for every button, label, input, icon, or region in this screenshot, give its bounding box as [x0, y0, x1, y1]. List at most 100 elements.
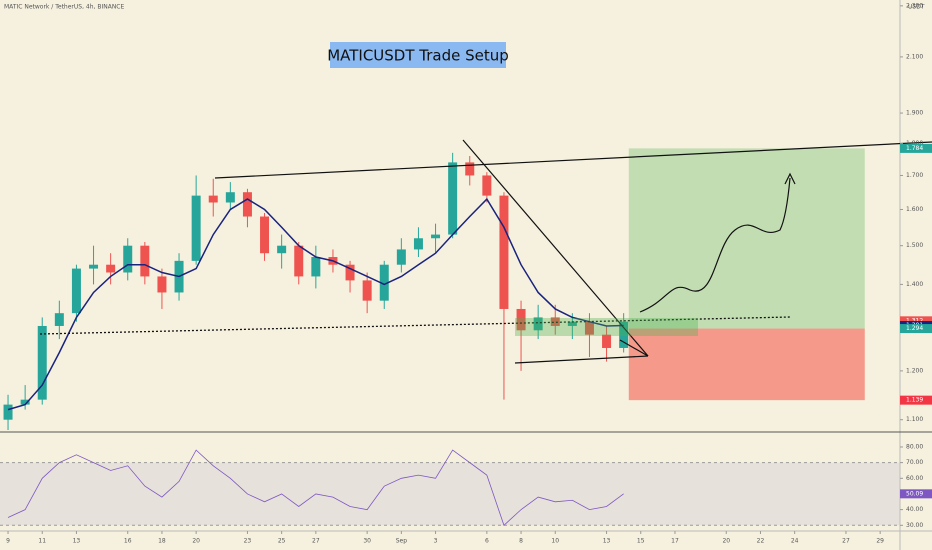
candle-body	[311, 257, 321, 277]
y-tick-label: 1.700	[906, 172, 923, 179]
y-tick-label: 1.500	[906, 242, 923, 249]
x-tick-label: 15	[637, 538, 645, 545]
price-label-box	[900, 143, 932, 153]
x-tick-label: 13	[73, 538, 81, 545]
rsi-tick-label: 80.00	[906, 443, 923, 450]
y-tick-label: 1.800	[906, 140, 923, 147]
title-box	[330, 42, 506, 68]
x-tick-label: 27	[842, 538, 850, 545]
arrow-head	[784, 172, 796, 185]
candle-body	[191, 195, 201, 261]
x-tick-label: 27	[312, 538, 320, 545]
x-tick-label: 8	[519, 538, 523, 545]
rsi-tick-label: 60.00	[906, 475, 923, 482]
y-tick-label: 1.100	[906, 416, 923, 423]
rsi-value-label: 50.09	[906, 490, 923, 497]
x-tick-label: 29	[876, 538, 884, 545]
x-tick-label: 23	[244, 538, 252, 545]
price-label: 1.139	[906, 397, 923, 404]
rsi-line	[7, 449, 624, 527]
candle-body	[533, 317, 543, 331]
candle-body	[499, 195, 509, 309]
candle-body	[482, 175, 492, 196]
candle-body	[294, 245, 304, 277]
rsi-tick-label: 30.00	[906, 522, 923, 529]
candle-body	[37, 325, 47, 400]
candle-body	[140, 245, 150, 277]
candle-body	[54, 313, 64, 326]
candle-body	[208, 195, 218, 203]
x-tick-label: 13	[603, 538, 611, 545]
y-tick-label: 2.100	[906, 53, 923, 60]
candle-body	[448, 162, 458, 235]
candle-body	[516, 308, 526, 331]
candle-body	[567, 321, 577, 326]
trendline	[514, 355, 649, 364]
rsi-value-box	[900, 489, 932, 499]
x-tick-label: 10	[551, 538, 559, 545]
x-tick-label: 3	[434, 538, 438, 545]
moving-average	[7, 197, 624, 411]
trendline	[214, 141, 932, 179]
candle-body	[396, 249, 406, 265]
candle-body	[431, 234, 441, 239]
candle-body	[550, 317, 560, 326]
candle-body	[89, 264, 99, 269]
price-label: 1.294	[906, 325, 923, 332]
projection-arrow	[639, 177, 791, 313]
stop-zone	[628, 328, 865, 401]
candle-body	[71, 268, 81, 314]
y-tick-label: 1.600	[906, 206, 923, 213]
candle-body	[20, 399, 30, 405]
candle-body	[242, 192, 252, 217]
x-tick-label: 16	[124, 538, 132, 545]
x-tick-label: 24	[791, 538, 799, 545]
rsi-tick-label: 70.00	[906, 459, 923, 466]
candle-body	[413, 238, 423, 250]
layer	[0, 148, 900, 527]
x-tick-label: 11	[38, 538, 46, 545]
support-line	[39, 316, 791, 335]
candle-body	[225, 192, 235, 203]
candle-body	[260, 216, 270, 254]
x-tick-label: 18	[158, 538, 166, 545]
chart-title: MATICUSDT Trade Setup	[327, 47, 509, 65]
candle-body	[277, 245, 287, 254]
zone	[515, 318, 698, 336]
candle-body	[619, 321, 629, 348]
x-tick-label: Sep	[396, 538, 408, 545]
x-tick-label: 22	[757, 538, 765, 545]
price-label: 1.312	[906, 317, 923, 324]
x-tick-label: 17	[671, 538, 679, 545]
candle-body	[602, 334, 612, 348]
candle-body	[465, 162, 475, 176]
x-tick-label: 9	[6, 538, 10, 545]
candle-body	[123, 245, 133, 273]
candle-body	[157, 276, 167, 293]
price-label: 1.784	[906, 145, 923, 152]
candle-body	[362, 280, 372, 301]
candle-body	[106, 264, 116, 273]
rsi-tick-label: 40.00	[906, 506, 923, 513]
trendline	[462, 139, 649, 357]
x-tick-label: 20	[722, 538, 730, 545]
y-tick-label: 2.300	[906, 2, 923, 9]
target-zone	[628, 148, 865, 329]
x-tick-label: 20	[192, 538, 200, 545]
candle-body	[345, 264, 355, 281]
y-tick-label: 1.400	[906, 281, 923, 288]
price-label-box	[900, 395, 932, 405]
trendline	[619, 339, 649, 357]
y-tick-label: 1.900	[906, 110, 923, 117]
y-tick-label: 1.200	[906, 367, 923, 374]
x-tick-label: 6	[485, 538, 489, 545]
header: MATIC Network / TetherUS, 4h, BINANCE	[4, 4, 124, 11]
price-label-box	[900, 316, 932, 326]
x-tick-label: 25	[278, 538, 286, 545]
price-label-box	[900, 324, 932, 334]
candle-body	[584, 321, 594, 335]
x-tick-label: 30	[363, 538, 371, 545]
currency: USDT	[908, 4, 925, 11]
